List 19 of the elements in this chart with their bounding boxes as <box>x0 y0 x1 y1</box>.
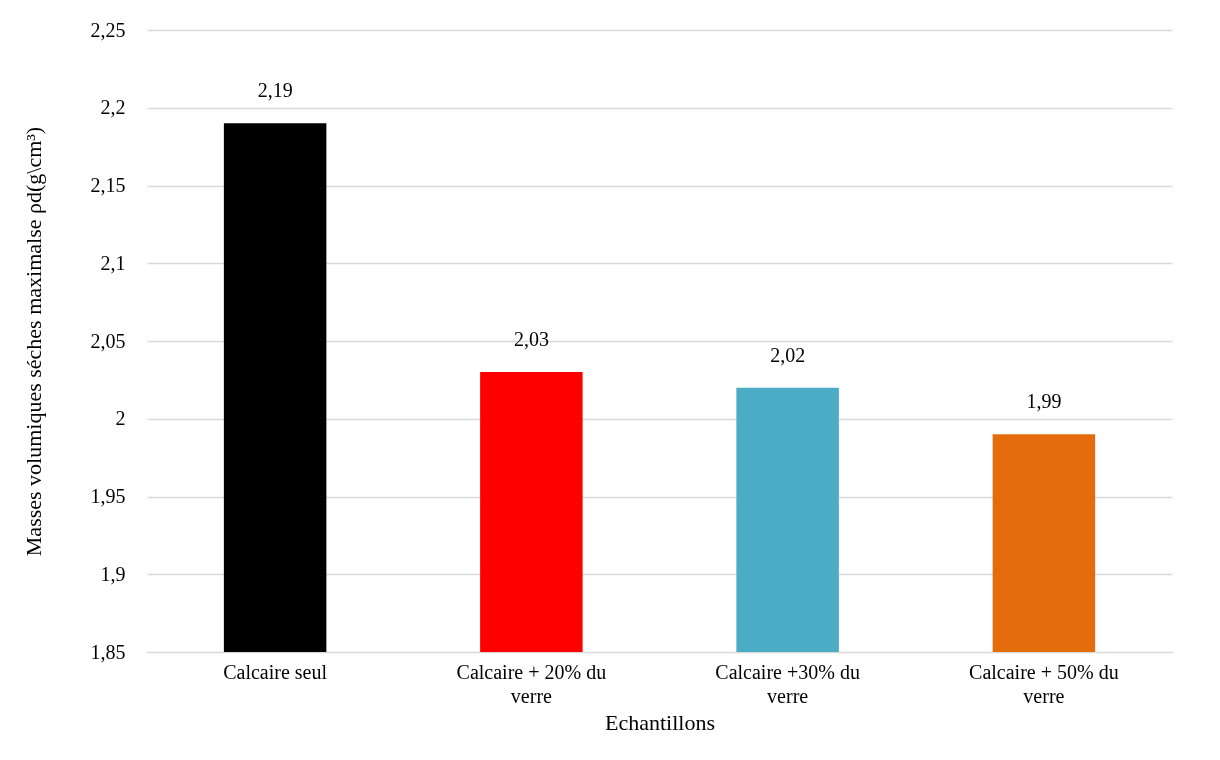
data-label: 2,03 <box>513 328 549 351</box>
x-axis-title: Echantillons <box>605 709 715 735</box>
y-tick-label: 2 <box>115 407 126 430</box>
data-label: 2,19 <box>257 79 293 102</box>
y-tick-label: 2,15 <box>90 174 126 196</box>
y-axis-title: Masses volumiques séches maximalse ρd(g\cm³) <box>20 126 46 557</box>
y-tick-label: 1,85 <box>90 640 126 663</box>
x-tick-label: Calcaire + 20% du verre <box>456 660 607 707</box>
data-label: 1,99 <box>1026 390 1062 413</box>
y-tick-label: 2,2 <box>100 96 126 119</box>
y-tick-label: 2,05 <box>90 329 126 352</box>
x-tick-label: Calcaire + 50% du verre <box>969 660 1119 707</box>
x-tick-label: Calcaire +30% du verre <box>715 660 860 707</box>
y-tick-label: 1,9 <box>100 562 126 585</box>
x-tick-label: Calcaire seul <box>223 660 328 683</box>
y-tick-label: 1,95 <box>90 485 126 507</box>
y-tick-label: 2,25 <box>90 18 126 41</box>
y-tick-label: 2,1 <box>100 251 126 274</box>
data-label: 2,02 <box>770 343 806 366</box>
